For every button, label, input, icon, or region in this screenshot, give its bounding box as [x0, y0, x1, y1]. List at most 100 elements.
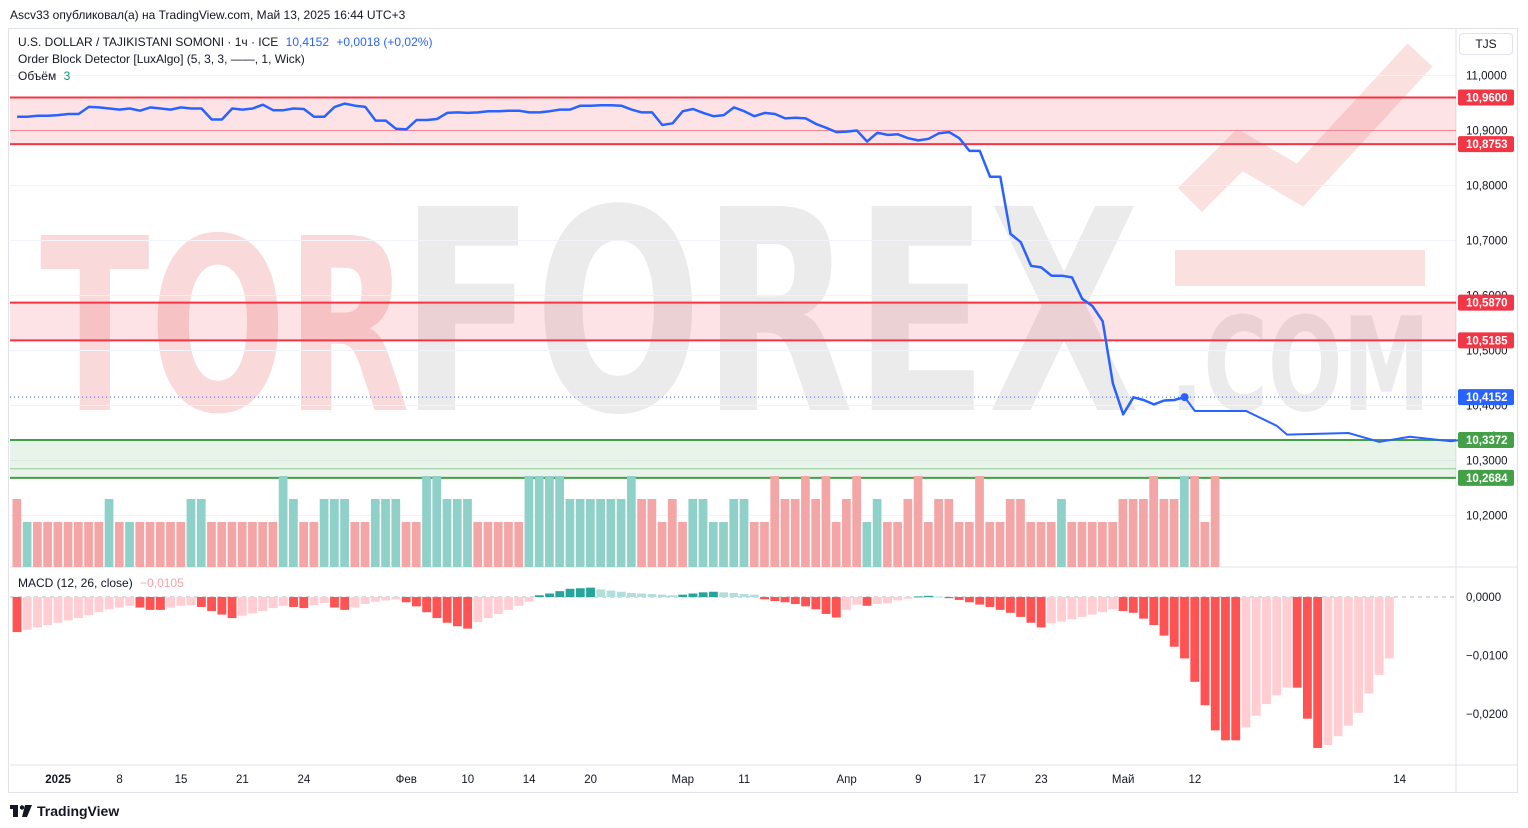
volume-bar	[923, 522, 933, 567]
volume-bar	[1118, 499, 1128, 567]
volume-bar	[985, 522, 995, 567]
price-tag-last[interactable]	[1458, 389, 1514, 406]
volume-bar	[401, 522, 411, 567]
volume-bar	[422, 476, 431, 567]
time-tick-label: 24	[297, 774, 310, 786]
volume-bar	[104, 499, 114, 567]
volume-bar	[575, 499, 585, 567]
price-tag-bear[interactable]	[1458, 89, 1514, 106]
macd-bar	[452, 597, 462, 627]
symbol-title: U.S. DOLLAR / TAJIKISTANI SOMONI · 1ч · …	[18, 35, 279, 49]
last-price: 10,4152	[285, 35, 330, 49]
macd-bar	[289, 597, 298, 607]
time-tick-label: Фев	[396, 774, 417, 786]
chart-frame	[8, 28, 1518, 793]
macd-bar	[1149, 597, 1159, 626]
macd-bar	[1067, 597, 1077, 620]
volume-bar	[913, 476, 923, 567]
volume-bar	[821, 476, 831, 567]
macd-bar	[1036, 597, 1046, 628]
volume-bar	[381, 499, 390, 567]
macd-bar	[227, 597, 237, 619]
macd-bar	[1241, 597, 1251, 728]
time-axis[interactable]: 2025 8 15 21 24 Фев 10 14 20 Мар 11 Апр 9 17 23 Май 12 14	[45, 774, 1406, 786]
macd-bar	[104, 597, 114, 610]
macd-bar	[1118, 597, 1128, 612]
macd-bar	[524, 597, 534, 602]
volume-bar	[350, 522, 360, 567]
macd-bar	[1313, 597, 1323, 748]
macd-bar	[1139, 597, 1148, 619]
volume-bar	[278, 476, 288, 567]
price-tick-label: 10,7000	[1466, 236, 1508, 248]
volume-bar	[586, 499, 595, 567]
macd-bar	[135, 597, 145, 608]
volume-bar	[452, 499, 462, 567]
macd-value: −0,0105	[140, 576, 184, 590]
volume-bar	[504, 522, 513, 567]
volume-bar	[1108, 522, 1118, 567]
price-tag-bear[interactable]	[1458, 136, 1514, 153]
volume-bar	[749, 522, 759, 567]
time-tick-label: Мар	[672, 774, 695, 786]
macd-bar	[985, 597, 995, 607]
volume-bar	[1159, 499, 1169, 567]
macd-bar	[780, 597, 790, 603]
macd-bar	[22, 597, 32, 630]
volume-bar	[1087, 522, 1097, 567]
symbol-legend[interactable]: U.S. DOLLAR / TAJIKISTANI SOMONI · 1ч · …	[18, 35, 436, 50]
time-tick-label: 14	[523, 774, 536, 786]
macd-bar	[760, 597, 770, 600]
footer-brand[interactable]: TradingView	[10, 801, 119, 821]
macd-bar	[1221, 597, 1230, 741]
macd-bar	[1026, 597, 1036, 623]
macd-bar	[1046, 597, 1056, 624]
price-tag-label: 10,5185	[1466, 335, 1508, 347]
price-axis[interactable]: 11,000010,900010,800010,700010,600010,50…	[1458, 71, 1514, 722]
macd-bar	[698, 592, 708, 597]
volume-bar	[329, 499, 339, 567]
macd-bar	[145, 597, 155, 610]
volume-bar	[196, 499, 206, 567]
macd-bar	[483, 597, 493, 619]
volume-bar	[852, 476, 862, 567]
volume-legend[interactable]: Объём 3	[18, 69, 74, 84]
macd-bar	[1190, 597, 1200, 682]
macd-bar	[975, 597, 985, 605]
macd-bar	[770, 597, 780, 602]
macd-bar	[1159, 597, 1169, 636]
volume-bar	[463, 499, 472, 567]
macd-bar	[534, 595, 544, 597]
volume-bar	[1077, 522, 1087, 567]
volume-bar	[596, 499, 605, 567]
bear-order-block	[10, 97, 1456, 145]
last-price-marker[interactable]	[1180, 393, 1189, 402]
volume-bar	[1016, 499, 1025, 567]
volume-bar	[1036, 522, 1046, 567]
macd-bar	[627, 592, 636, 597]
volume-bar	[995, 522, 1005, 567]
macd-legend[interactable]: MACD (12, 26, close) −0,0105	[18, 576, 188, 591]
price-tag-bear[interactable]	[1458, 294, 1514, 311]
indicator-legend[interactable]: Order Block Detector [LuxAlgo] (5, 3, 3,…	[18, 52, 309, 67]
price-tick-label: 10,2000	[1466, 511, 1508, 523]
price-tag-bull[interactable]	[1458, 469, 1514, 486]
macd-tick-label: 0,0000	[1466, 592, 1501, 604]
volume-bar	[145, 522, 155, 567]
macd-bar	[278, 597, 288, 606]
time-tick-label: 9	[915, 774, 921, 786]
macd-bar	[493, 597, 503, 614]
macd-bar	[248, 597, 257, 614]
price-tag-label: 10,8753	[1466, 139, 1508, 151]
macd-bar	[340, 597, 350, 610]
price-change: +0,0018 (+0,02%)	[336, 35, 433, 49]
volume-bar	[964, 522, 974, 567]
footer-brand-text: TradingView	[37, 803, 120, 819]
price-tag-bear[interactable]	[1458, 332, 1514, 349]
currency-button[interactable]: TJS	[1459, 33, 1513, 55]
volume-bar	[637, 499, 646, 567]
volume-bar	[770, 476, 780, 567]
price-tag-bull[interactable]	[1458, 432, 1514, 449]
volume-bar	[299, 522, 308, 567]
